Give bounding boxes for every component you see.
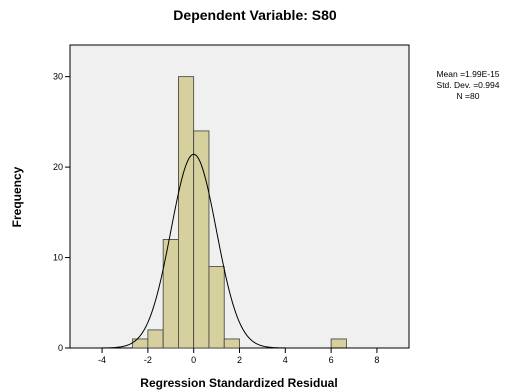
x-tick-label: -4 <box>98 355 106 365</box>
histogram-bar <box>330 338 347 349</box>
histogram-bars <box>132 76 347 349</box>
histogram-bar <box>178 76 195 349</box>
stat-mean: Mean =1.99E-15 <box>436 69 499 79</box>
plot-area <box>69 44 410 349</box>
y-tick-label: 10 <box>53 253 63 263</box>
y-axis: 0 10 20 30 <box>53 72 70 353</box>
x-tick-label: 8 <box>374 355 379 365</box>
histogram-bar <box>223 338 240 349</box>
x-axis: -4 -2 0 2 4 6 8 <box>98 348 379 365</box>
histogram-bar <box>147 329 164 349</box>
stat-n: N =80 <box>457 91 480 101</box>
stats-summary: Mean =1.99E-15 Std. Dev. =0.994 N =80 <box>436 69 499 101</box>
x-tick-label: -2 <box>144 355 152 365</box>
stat-std-dev: Std. Dev. =0.994 <box>437 80 500 90</box>
histogram-bar <box>193 130 210 349</box>
normal-curve <box>70 153 409 349</box>
histogram-bar <box>132 338 149 349</box>
y-tick-label: 20 <box>53 162 63 172</box>
x-tick-label: 6 <box>329 355 334 365</box>
x-axis-label: Regression Standardized Residual <box>140 376 337 390</box>
x-tick-label: 0 <box>191 355 196 365</box>
x-tick-label: 4 <box>283 355 288 365</box>
histogram-bar <box>208 266 225 349</box>
y-axis-label: Frequency <box>10 166 24 227</box>
chart-title: Dependent Variable: S80 <box>173 7 337 23</box>
y-tick-label: 30 <box>53 72 63 82</box>
histogram-bar <box>162 239 179 349</box>
x-tick-label: 2 <box>237 355 242 365</box>
y-tick-label: 0 <box>58 343 63 353</box>
